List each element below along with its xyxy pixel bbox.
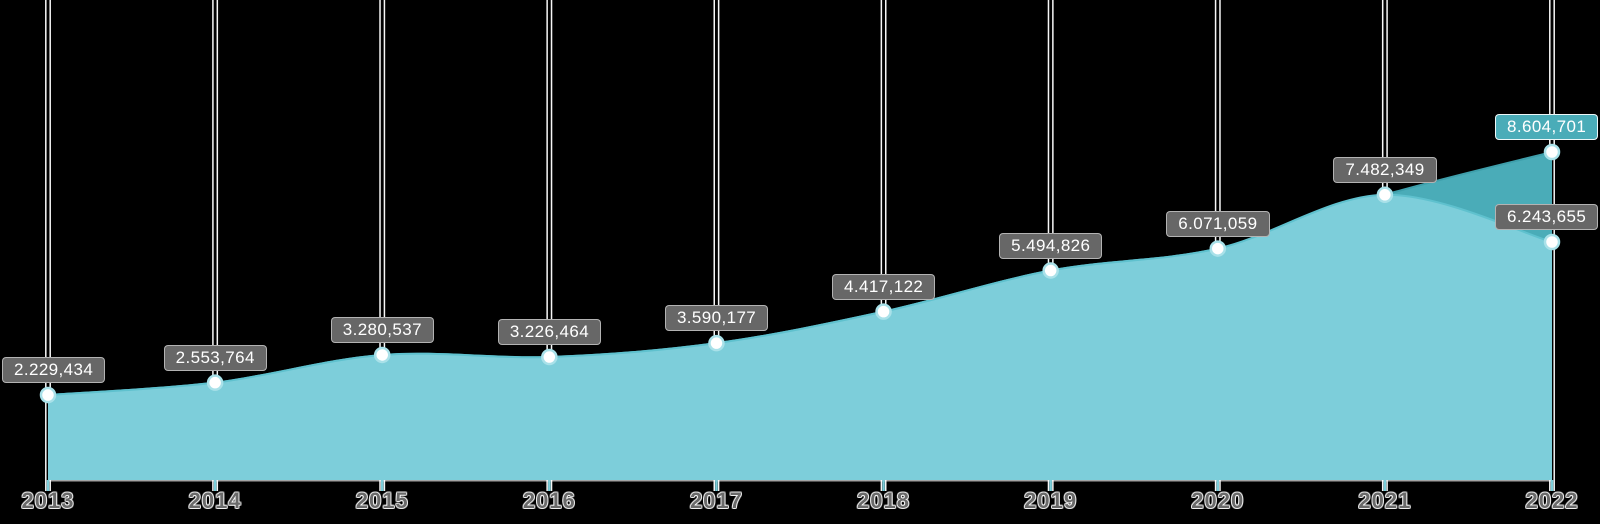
data-point-2016[interactable] [541, 348, 558, 366]
data-point-2017[interactable] [708, 334, 725, 352]
value-label-2013: 2.229,434 [2, 357, 106, 384]
data-point-2020[interactable] [1209, 240, 1227, 257]
value-label-2022-low: 6.243,655 [1495, 204, 1599, 230]
line-series-main [47, 193, 1553, 397]
data-point-2021[interactable] [1376, 186, 1394, 204]
value-label-2022-high: 8.604,701 [1495, 114, 1599, 140]
area-series-main [48, 194, 1552, 480]
data-point-2018[interactable] [875, 303, 892, 320]
value-label-2015: 3.280,537 [330, 316, 434, 343]
value-label-2016: 3.226,464 [497, 319, 602, 345]
axis-label-2016: 2016 [522, 488, 576, 513]
data-point-2022-high[interactable] [1543, 143, 1561, 161]
axis-label-2021: 2021 [1358, 488, 1412, 513]
data-point-2022[interactable] [1543, 233, 1561, 251]
axis-label-2013: 2013 [21, 488, 75, 513]
axis-label-2020: 2020 [1191, 488, 1245, 513]
axis-label-2017: 2017 [689, 488, 743, 513]
axis-label-2022: 2022 [1525, 488, 1579, 513]
axis-label-2014: 2014 [188, 488, 242, 513]
data-point-2013[interactable] [39, 386, 57, 404]
data-point-2014[interactable] [206, 374, 224, 391]
value-label-2014: 2.553,764 [163, 344, 267, 371]
axis-label-2018: 2018 [857, 488, 910, 513]
axis-label-2019: 2019 [1024, 488, 1078, 513]
value-label-2017: 3.590,177 [664, 305, 769, 332]
value-label-2019: 5.494,826 [999, 232, 1103, 259]
value-label-2021: 7.482,349 [1333, 156, 1437, 183]
data-point-2015[interactable] [373, 346, 391, 364]
axis-label-2015: 2015 [355, 488, 409, 513]
value-label-2018: 4.417,122 [832, 273, 936, 300]
value-label-2020: 6.071,059 [1166, 210, 1270, 237]
data-point-2019[interactable] [1042, 262, 1059, 279]
